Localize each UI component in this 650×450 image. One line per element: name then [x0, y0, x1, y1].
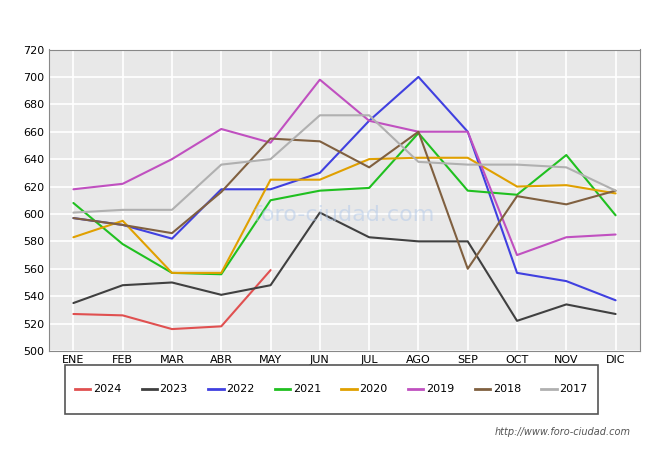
Text: 2021: 2021: [293, 384, 321, 394]
Text: 2022: 2022: [226, 384, 255, 394]
Text: 2023: 2023: [160, 384, 188, 394]
Text: 2018: 2018: [493, 384, 521, 394]
Text: foro-ciudad.com: foro-ciudad.com: [254, 205, 436, 225]
Text: http://www.foro-ciudad.com: http://www.foro-ciudad.com: [495, 427, 630, 437]
FancyBboxPatch shape: [65, 364, 598, 414]
Text: 2019: 2019: [426, 384, 454, 394]
Text: 2024: 2024: [93, 384, 122, 394]
Text: Afiliados en La Garrovilla a 31/5/2024: Afiliados en La Garrovilla a 31/5/2024: [155, 11, 495, 29]
Text: 2017: 2017: [560, 384, 588, 394]
Text: 2020: 2020: [359, 384, 388, 394]
